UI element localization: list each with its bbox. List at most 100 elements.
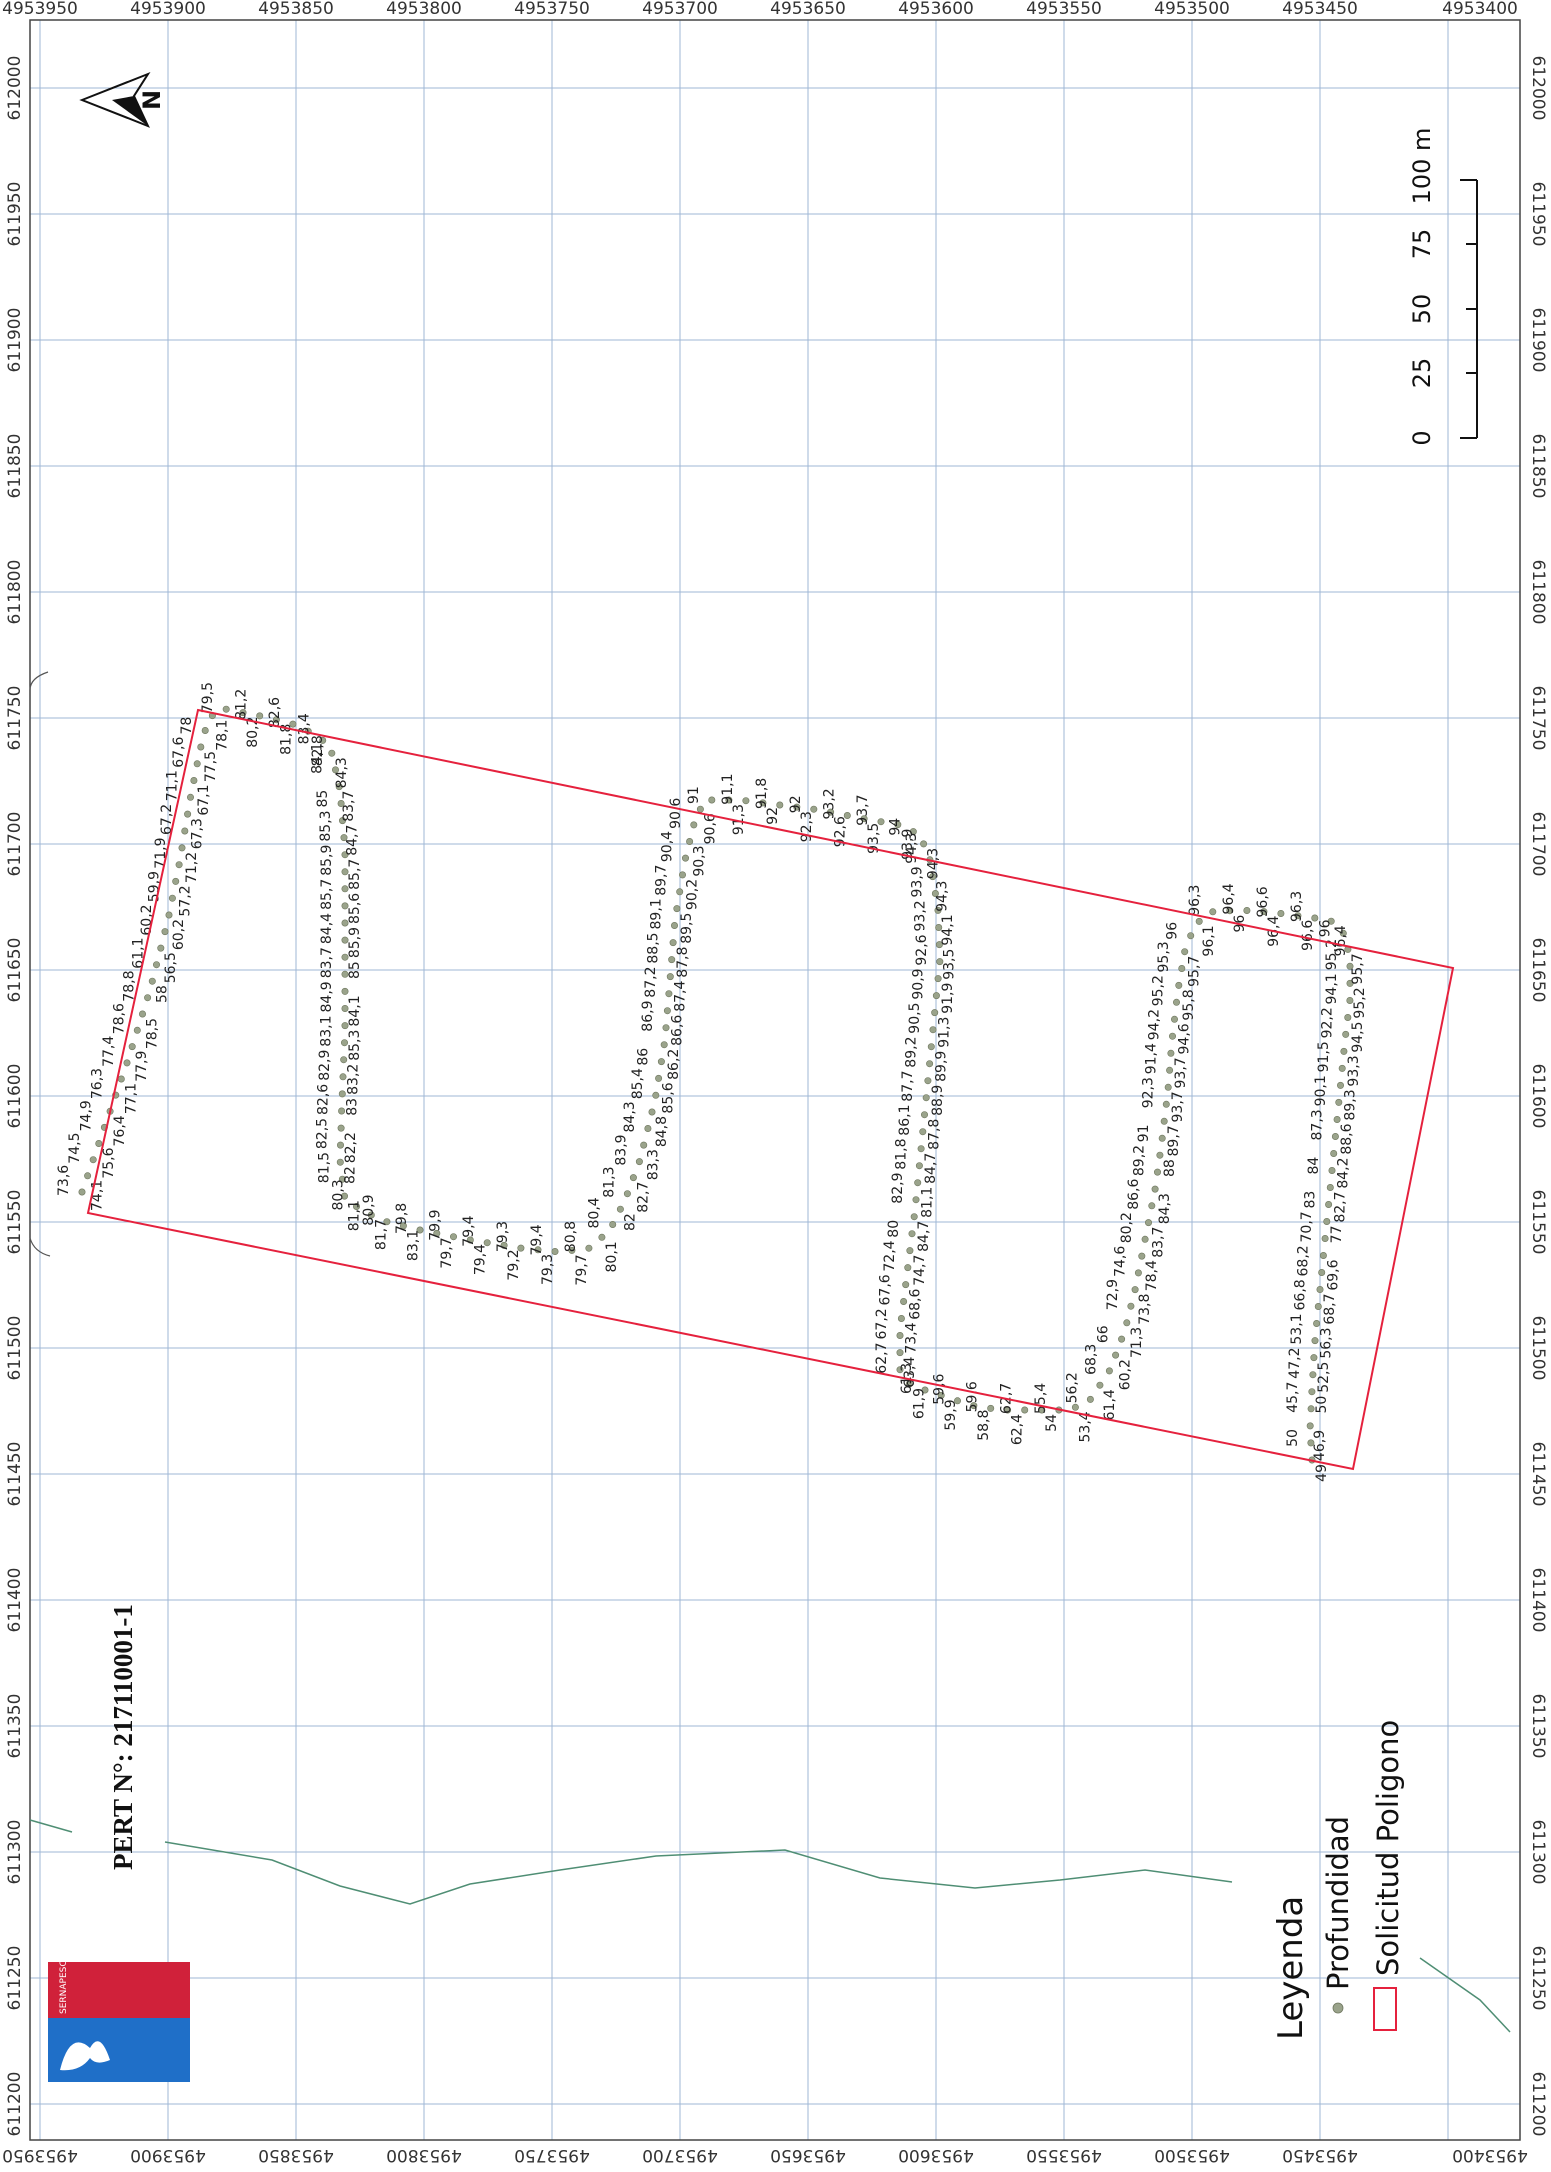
depth-point [776, 801, 784, 809]
depth-label: 85,9 [319, 845, 335, 876]
depth-label: 84,3 [622, 1101, 638, 1132]
depth-label: 92,3 [1140, 1077, 1156, 1108]
x-label-top: 4953800 [386, 0, 462, 19]
depth-label: 90,1 [1313, 1075, 1329, 1106]
depth-point [668, 956, 676, 964]
scale-bar: 0 25 50 75 100 m [1408, 128, 1478, 446]
x-label-top: 4953850 [258, 0, 334, 19]
depth-label: 89,7 [1166, 1125, 1182, 1156]
depth-label: 84,2 [1336, 1158, 1352, 1189]
depth-label: 60,2 [171, 919, 187, 950]
depth-label: 79,8 [394, 1203, 410, 1234]
depth-label: 83 [1303, 1191, 1319, 1209]
depth-label: 94 [887, 818, 903, 836]
depth-point [367, 1211, 375, 1219]
depth-label: 88,5 [646, 932, 662, 963]
y-label-left: 611900 [5, 308, 25, 373]
depth-label: 89,1 [649, 898, 665, 929]
depth-label: 68,2 [1296, 1245, 1312, 1276]
depth-label: 79,4 [472, 1244, 488, 1275]
y-label-right: 611600 [1528, 1064, 1548, 1129]
depth-point [1164, 1083, 1172, 1091]
scale-label: 50 [1408, 294, 1436, 325]
depth-point [1346, 996, 1354, 1004]
depth-label: 85,4 [630, 1068, 646, 1099]
depth-label: 92,6 [833, 816, 849, 847]
depth-point [987, 1404, 995, 1412]
depth-label: 92 [765, 807, 781, 825]
depth-label: 52,5 [1316, 1362, 1332, 1393]
depth-label: 78 [179, 717, 195, 735]
y-label-right: 611900 [1528, 308, 1548, 373]
depth-label: 89,3 [1343, 1089, 1359, 1120]
depth-point [1134, 1269, 1142, 1277]
depth-label: 66,8 [1292, 1279, 1308, 1310]
depth-point [1260, 908, 1268, 916]
y-label-right: 611250 [1528, 1946, 1548, 2011]
depth-label: 77,1 [123, 1083, 139, 1114]
depth-point [678, 871, 686, 879]
coastline-corner [1419, 1957, 1511, 2033]
depth-point [1307, 1405, 1315, 1413]
depth-point [78, 1188, 86, 1196]
depth-point [1131, 1286, 1139, 1294]
depth-label: 93,9 [900, 829, 916, 860]
depth-label: 89,2 [904, 1037, 920, 1068]
depth-point [184, 810, 192, 818]
depth-point [1346, 979, 1354, 987]
depth-label: 93,5 [941, 949, 957, 980]
depth-label: 87,8 [675, 947, 691, 978]
depth-point [681, 854, 689, 862]
depth-point [673, 905, 681, 913]
depth-point [877, 818, 885, 826]
depth-point [1162, 1100, 1170, 1108]
depth-point [289, 720, 297, 728]
depth-point [1311, 914, 1319, 922]
depth-point [341, 885, 349, 893]
scale-label: 75 [1408, 229, 1436, 260]
y-label-right: 611750 [1528, 686, 1548, 751]
depth-point [900, 1298, 908, 1306]
depth-label: 94,1 [940, 914, 956, 945]
x-label-top: 4953900 [130, 0, 206, 19]
depth-point [1096, 1381, 1104, 1389]
depth-label: 72,4 [882, 1240, 898, 1271]
y-label-left: 611800 [5, 560, 25, 625]
depth-label: 78,8 [122, 971, 138, 1002]
x-label-bottom: 4953500 [1154, 2145, 1230, 2165]
depth-point [165, 911, 173, 919]
depth-label: 80,3 [331, 1179, 347, 1210]
depth-point [676, 888, 684, 896]
depth-label: 81,2 [234, 689, 250, 720]
depth-label: 68,3 [1083, 1344, 1099, 1375]
depth-point [910, 1213, 918, 1221]
depth-label: 85 [347, 961, 363, 979]
depth-point [934, 906, 942, 914]
depth-point [655, 1074, 663, 1082]
depth-label: 78,1 [214, 720, 230, 751]
depth-point [929, 1026, 937, 1034]
depth-label: 96,1 [1201, 925, 1217, 956]
depth-label: 83,9 [613, 1134, 629, 1165]
depth-label: 88,6 [1339, 1123, 1355, 1154]
depth-label: 93,7 [1173, 1057, 1189, 1088]
depth-label: 87,8 [927, 1119, 943, 1150]
x-label-top: 4953600 [898, 0, 974, 19]
y-label-right: 611500 [1528, 1316, 1548, 1381]
depth-label: 91 [686, 786, 702, 804]
depth-label: 79,7 [574, 1254, 590, 1285]
depth-point [1321, 1235, 1329, 1243]
y-label-left: 611650 [5, 938, 25, 1003]
depth-label: 74,9 [78, 1100, 94, 1131]
depth-point [133, 1026, 141, 1034]
depth-label: 84,7 [916, 1221, 932, 1252]
depth-point [810, 805, 818, 813]
depth-label: 84,3 [334, 757, 350, 788]
depth-point [337, 1124, 345, 1132]
depth-label: 90,5 [907, 1003, 923, 1034]
x-label-bottom: 4953700 [642, 2145, 718, 2165]
depth-label: 57,2 [178, 885, 194, 916]
depth-point [117, 1075, 125, 1083]
depth-point [921, 1386, 929, 1394]
